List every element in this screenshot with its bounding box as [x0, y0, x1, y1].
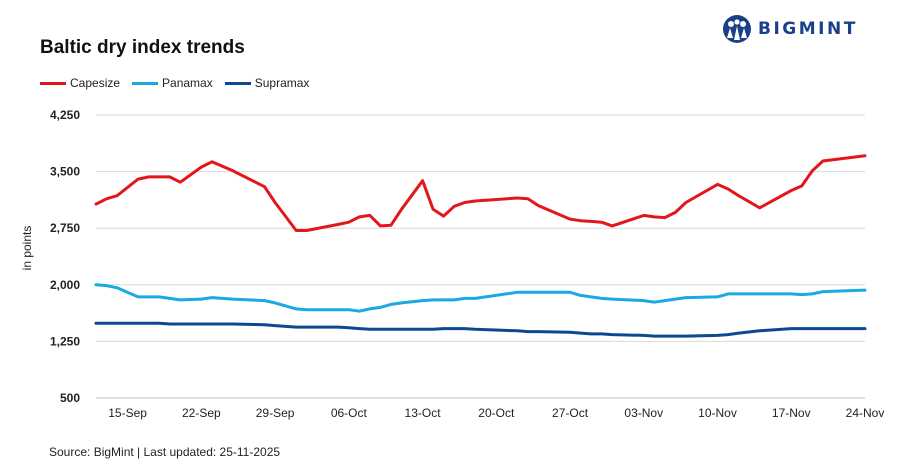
y-tick-label: 3,500 [50, 165, 80, 179]
x-tick-label: 29-Sep [256, 406, 295, 420]
series-line-capesize [94, 154, 867, 232]
series-line-panamax [94, 283, 867, 313]
x-tick-label: 24-Nov [846, 406, 885, 420]
y-tick-label: 2,000 [50, 278, 80, 292]
y-tick-label: 500 [60, 391, 80, 405]
gridlines [96, 114, 865, 399]
legend-item-supramax: Supramax [224, 76, 310, 90]
legend-item-capesize: Capesize [40, 76, 120, 90]
x-axis-ticks: 15-Sep 22-Sep 29-Sep 06-Oct 13-Oct 20-Oct 27-O… [108, 406, 884, 420]
legend-label-panamax: Panamax [162, 76, 213, 90]
logo-text: BIGMINT [758, 19, 858, 39]
brand-logo: BIGMINT [722, 14, 858, 44]
legend-label-capesize: Capesize [70, 76, 121, 90]
legend-swatch-panamax [132, 81, 159, 85]
x-tick-label: 20-Oct [478, 406, 515, 420]
x-tick-label: 27-Oct [552, 406, 589, 420]
x-tick-label: 13-Oct [405, 406, 442, 420]
x-tick-label: 22-Sep [182, 406, 221, 420]
y-tick-label: 4,250 [50, 108, 80, 122]
y-axis-ticks: 500 1,250 2,000 2,750 3,500 4,250 [50, 108, 80, 405]
chart-title: Baltic dry index trends [40, 37, 245, 58]
x-tick-label: 17-Nov [772, 406, 811, 420]
bigmint-logo-icon [723, 15, 751, 43]
legend-label-supramax: Supramax [254, 76, 310, 90]
x-tick-label: 06-Oct [331, 406, 368, 420]
legend-swatch-capesize [40, 81, 66, 85]
legend-swatch-supramax [224, 81, 251, 85]
x-tick-label: 10-Nov [698, 406, 737, 420]
x-tick-label: 03-Nov [624, 406, 663, 420]
y-tick-label: 1,250 [50, 334, 80, 348]
series-line-supramax [94, 321, 867, 338]
y-tick-label: 2,750 [50, 221, 80, 235]
chart-legend: Capesize Panamax Supramax [40, 76, 309, 90]
line-chart: in points 500 1,250 2,000 2,750 3,500 4,250 1… [20, 108, 884, 420]
legend-item-panamax: Panamax [132, 76, 213, 90]
source-note: Source: BigMint | Last updated: 25-11-20… [49, 445, 281, 459]
x-tick-label: 15-Sep [108, 406, 147, 420]
y-axis-label: in points [20, 226, 34, 271]
series-lines [94, 154, 867, 338]
